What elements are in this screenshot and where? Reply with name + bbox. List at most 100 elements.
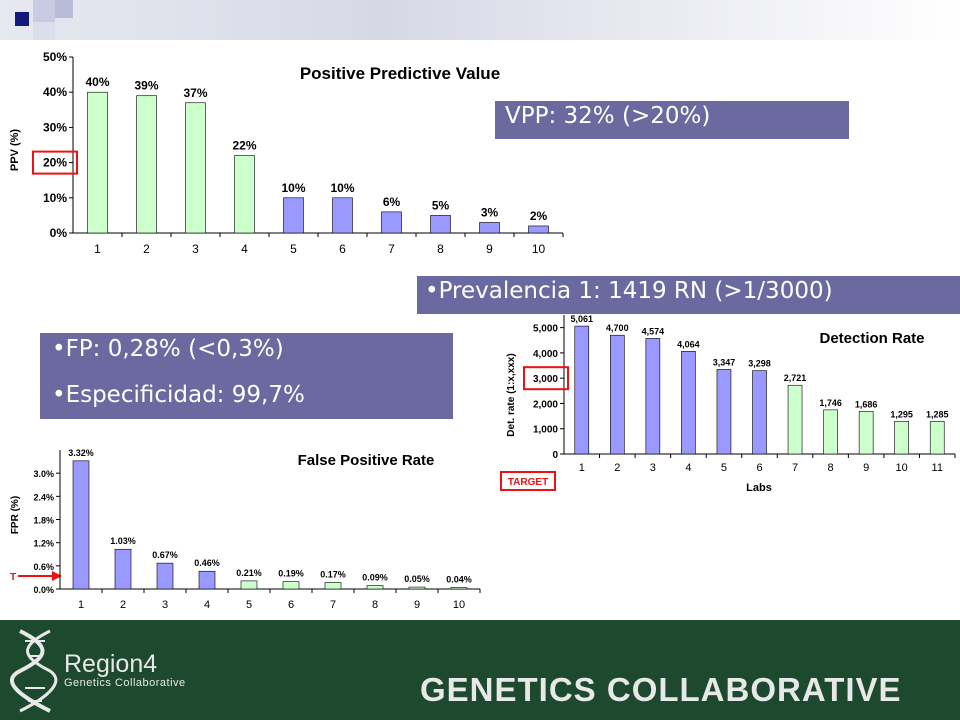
bar [72, 460, 90, 590]
y-tick-label: 2.4% [33, 492, 54, 502]
bar-value-label: 1,746 [819, 398, 842, 408]
bar [787, 384, 803, 455]
x-tick-label: 9 [414, 599, 420, 611]
bar-value-label: 0.46% [194, 558, 220, 568]
x-tick-label: 1 [78, 599, 84, 611]
y-tick-label: 3,000 [533, 374, 558, 385]
x-tick-label: 2 [614, 462, 620, 474]
y-tick-label: 1.8% [33, 516, 54, 526]
x-tick-label: 9 [486, 242, 493, 256]
bar [283, 197, 304, 234]
y-axis-label: Det. rate (1:x,xxx) [506, 353, 517, 436]
chart-title: False Positive Rate [298, 452, 435, 469]
bar-value-label: 0.67% [152, 550, 178, 560]
footer-bar [0, 620, 960, 720]
bar [185, 102, 206, 234]
bar-value-label: 10% [281, 181, 305, 195]
vpp-text: VPP: 32% (>20%) [505, 103, 711, 129]
specificity-text: •Especificidad: 99,7% [52, 382, 305, 408]
bar-value-label: 40% [85, 75, 109, 89]
fp-text: •FP: 0,28% (<0,3%) [52, 336, 284, 362]
x-tick-label: 6 [339, 242, 346, 256]
x-tick-label: 3 [192, 242, 199, 256]
bar [381, 211, 402, 234]
y-tick-label: 50% [43, 50, 67, 64]
target-arrowhead-icon [52, 571, 62, 581]
bar [282, 581, 300, 590]
detection-rate-chart: Detection Rate Det. rate (1:x,xxx) Labs … [500, 315, 956, 494]
x-tick-label: 7 [792, 462, 798, 474]
target-label: TARGET [508, 477, 548, 488]
y-tick-label: 40% [43, 85, 67, 99]
bar [332, 197, 353, 234]
y-tick-label: 1,000 [533, 425, 558, 436]
fp-specificity-callout: •FP: 0,28% (<0,3%) •Especificidad: 99,7% [40, 333, 453, 419]
chart-title: Positive Predictive Value [300, 64, 500, 83]
bar-value-label: 0.04% [446, 574, 472, 584]
bar [430, 215, 451, 234]
bar [324, 582, 342, 590]
logo-title: Region4 [64, 650, 158, 678]
y-tick-label: 3.0% [33, 469, 54, 479]
bar-value-label: 2,721 [784, 373, 807, 383]
target-marker-label: T [10, 572, 16, 583]
bar-value-label: 5% [432, 198, 450, 212]
y-tick-label: 10% [43, 191, 67, 205]
y-tick-label: 0 [552, 450, 558, 461]
x-tick-label: 5 [290, 242, 297, 256]
bar [408, 586, 426, 590]
bar [716, 369, 732, 455]
x-tick-label: 4 [204, 599, 210, 611]
bar [136, 95, 157, 234]
y-tick-label: 0.6% [33, 562, 54, 572]
y-tick-label: 30% [43, 120, 67, 134]
bar-value-label: 3,347 [713, 357, 736, 367]
bar [114, 548, 132, 590]
bar [645, 338, 661, 455]
x-tick-label: 1 [579, 462, 585, 474]
y-tick-label: 1.2% [33, 539, 54, 549]
bar [366, 585, 384, 590]
x-tick-label: 4 [685, 462, 691, 474]
bar-value-label: 4,064 [677, 339, 700, 349]
x-tick-label: 8 [372, 599, 378, 611]
bar-value-label: 2% [530, 209, 548, 223]
x-tick-label: 10 [453, 599, 465, 611]
dna-helix-logo-icon [10, 629, 58, 713]
bar-value-label: 37% [183, 86, 207, 100]
bar-value-label: 1,295 [890, 409, 913, 419]
header-bar [0, 0, 960, 40]
x-tick-label: 5 [246, 599, 252, 611]
bar [528, 225, 549, 234]
x-tick-label: 3 [162, 599, 168, 611]
brand-wordmark: GENETICS COLLABORATIVE [420, 671, 902, 708]
bar-value-label: 3.32% [68, 448, 94, 458]
bar-value-label: 0.17% [320, 569, 346, 579]
bar-value-label: 4,700 [606, 323, 629, 333]
target-highlight-box [32, 150, 78, 175]
x-tick-label: 3 [650, 462, 656, 474]
x-tick-label: 1 [94, 242, 101, 256]
y-axis-label: PPV (%) [9, 129, 21, 172]
header-square-light [33, 0, 55, 22]
x-tick-label: 2 [143, 242, 150, 256]
prevalence-text: •Prevalencia 1: 1419 RN (>1/3000) [425, 278, 833, 304]
bar [450, 587, 468, 590]
bar-value-label: 0.05% [404, 574, 430, 584]
x-tick-label: 9 [863, 462, 869, 474]
x-tick-label: 10 [532, 242, 546, 256]
ppv-chart: Positive Predictive Value PPV (%) 0% 10% 2… [9, 50, 564, 256]
y-axis-label: FPR (%) [10, 496, 21, 534]
vpp-callout: VPP: 32% (>20%) [495, 101, 849, 139]
x-tick-label: 4 [241, 242, 248, 256]
x-tick-label: 8 [437, 242, 444, 256]
header-square-light [55, 0, 73, 18]
bar [823, 409, 838, 455]
bar-value-label: 6% [383, 195, 401, 209]
prevalence-callout: •Prevalencia 1: 1419 RN (>1/3000) [417, 276, 960, 314]
bar-value-label: 10% [330, 181, 354, 195]
bar [858, 411, 874, 455]
target-box [500, 471, 556, 491]
bar [198, 570, 216, 590]
y-tick-label: 0% [50, 226, 68, 240]
